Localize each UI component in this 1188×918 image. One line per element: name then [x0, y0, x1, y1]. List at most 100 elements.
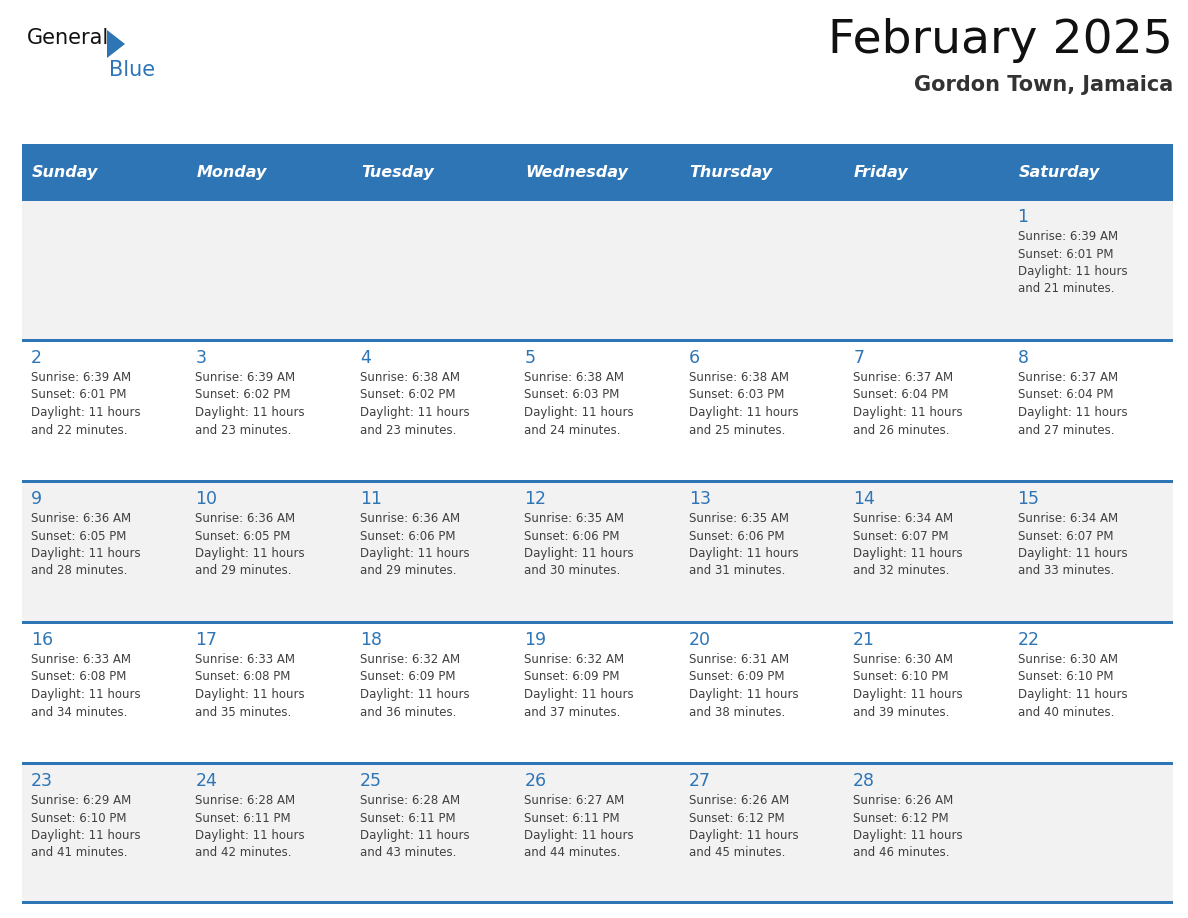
- Bar: [23, 148, 187, 198]
- Text: Sunrise: 6:37 AM: Sunrise: 6:37 AM: [1018, 371, 1118, 384]
- Text: Sunrise: 6:31 AM: Sunrise: 6:31 AM: [689, 653, 789, 666]
- Text: and 30 minutes.: and 30 minutes.: [524, 565, 620, 577]
- Text: and 27 minutes.: and 27 minutes.: [1018, 423, 1114, 436]
- Text: Sunset: 6:01 PM: Sunset: 6:01 PM: [1018, 248, 1113, 261]
- Text: 6: 6: [689, 349, 700, 367]
- Bar: [680, 148, 845, 198]
- Text: Daylight: 11 hours: Daylight: 11 hours: [524, 688, 634, 701]
- Text: Daylight: 11 hours: Daylight: 11 hours: [524, 547, 634, 560]
- Text: Daylight: 11 hours: Daylight: 11 hours: [1018, 688, 1127, 701]
- Text: Sunset: 6:03 PM: Sunset: 6:03 PM: [689, 388, 784, 401]
- Text: Daylight: 11 hours: Daylight: 11 hours: [360, 688, 469, 701]
- Text: Sunrise: 6:38 AM: Sunrise: 6:38 AM: [524, 371, 624, 384]
- Text: Monday: Monday: [196, 165, 267, 181]
- Text: Daylight: 11 hours: Daylight: 11 hours: [196, 406, 305, 419]
- Text: 26: 26: [524, 772, 546, 790]
- Text: Sunrise: 6:36 AM: Sunrise: 6:36 AM: [360, 512, 460, 525]
- Text: Sunset: 6:09 PM: Sunset: 6:09 PM: [689, 670, 784, 684]
- Text: Sunset: 6:11 PM: Sunset: 6:11 PM: [360, 812, 455, 824]
- Text: and 40 minutes.: and 40 minutes.: [1018, 706, 1114, 719]
- Text: 14: 14: [853, 490, 876, 508]
- Text: Sunset: 6:02 PM: Sunset: 6:02 PM: [360, 388, 455, 401]
- Text: Sunrise: 6:39 AM: Sunrise: 6:39 AM: [1018, 230, 1118, 243]
- Text: Sunrise: 6:33 AM: Sunrise: 6:33 AM: [31, 653, 131, 666]
- Text: and 46 minutes.: and 46 minutes.: [853, 846, 949, 859]
- Text: Sunset: 6:10 PM: Sunset: 6:10 PM: [1018, 670, 1113, 684]
- Text: Sunset: 6:06 PM: Sunset: 6:06 PM: [360, 530, 455, 543]
- Text: and 39 minutes.: and 39 minutes.: [853, 706, 949, 719]
- Text: Daylight: 11 hours: Daylight: 11 hours: [853, 688, 962, 701]
- Text: Sunset: 6:09 PM: Sunset: 6:09 PM: [360, 670, 455, 684]
- Text: 23: 23: [31, 772, 53, 790]
- Text: Sunset: 6:05 PM: Sunset: 6:05 PM: [31, 530, 126, 543]
- Text: 19: 19: [524, 631, 546, 649]
- Text: 16: 16: [31, 631, 53, 649]
- Text: Sunrise: 6:32 AM: Sunrise: 6:32 AM: [360, 653, 460, 666]
- Text: Daylight: 11 hours: Daylight: 11 hours: [689, 406, 798, 419]
- Text: 12: 12: [524, 490, 546, 508]
- Text: 4: 4: [360, 349, 371, 367]
- Text: Sunrise: 6:39 AM: Sunrise: 6:39 AM: [31, 371, 131, 384]
- Text: Sunday: Sunday: [32, 165, 99, 181]
- Text: Sunset: 6:12 PM: Sunset: 6:12 PM: [853, 812, 949, 824]
- Text: Wednesday: Wednesday: [525, 165, 628, 181]
- Text: Sunset: 6:02 PM: Sunset: 6:02 PM: [196, 388, 291, 401]
- Text: Sunset: 6:03 PM: Sunset: 6:03 PM: [524, 388, 620, 401]
- Text: 22: 22: [1018, 631, 1040, 649]
- Text: General: General: [27, 28, 109, 48]
- Text: and 25 minutes.: and 25 minutes.: [689, 423, 785, 436]
- Bar: [187, 148, 350, 198]
- Bar: [23, 198, 1173, 200]
- Text: and 38 minutes.: and 38 minutes.: [689, 706, 785, 719]
- Text: Sunset: 6:06 PM: Sunset: 6:06 PM: [524, 530, 620, 543]
- Text: Sunrise: 6:36 AM: Sunrise: 6:36 AM: [31, 512, 131, 525]
- Text: Daylight: 11 hours: Daylight: 11 hours: [360, 829, 469, 842]
- Text: and 28 minutes.: and 28 minutes.: [31, 565, 127, 577]
- Text: Friday: Friday: [854, 165, 909, 181]
- Text: Daylight: 11 hours: Daylight: 11 hours: [196, 829, 305, 842]
- Bar: [1009, 148, 1173, 198]
- Text: and 22 minutes.: and 22 minutes.: [31, 423, 127, 436]
- Text: Daylight: 11 hours: Daylight: 11 hours: [1018, 547, 1127, 560]
- Text: Daylight: 11 hours: Daylight: 11 hours: [360, 547, 469, 560]
- Text: Sunset: 6:11 PM: Sunset: 6:11 PM: [196, 812, 291, 824]
- Bar: [23, 762, 1173, 903]
- Text: 13: 13: [689, 490, 710, 508]
- Text: and 29 minutes.: and 29 minutes.: [196, 565, 292, 577]
- Text: Daylight: 11 hours: Daylight: 11 hours: [31, 547, 140, 560]
- Text: Daylight: 11 hours: Daylight: 11 hours: [360, 406, 469, 419]
- Text: Daylight: 11 hours: Daylight: 11 hours: [1018, 265, 1127, 278]
- Text: and 36 minutes.: and 36 minutes.: [360, 706, 456, 719]
- Text: Sunset: 6:12 PM: Sunset: 6:12 PM: [689, 812, 784, 824]
- Text: Sunset: 6:07 PM: Sunset: 6:07 PM: [853, 530, 949, 543]
- Text: and 21 minutes.: and 21 minutes.: [1018, 283, 1114, 296]
- Text: Sunset: 6:08 PM: Sunset: 6:08 PM: [31, 670, 126, 684]
- Bar: [23, 901, 1173, 903]
- Text: Sunset: 6:06 PM: Sunset: 6:06 PM: [689, 530, 784, 543]
- Bar: [23, 144, 1173, 148]
- Text: Daylight: 11 hours: Daylight: 11 hours: [689, 547, 798, 560]
- Text: Sunrise: 6:39 AM: Sunrise: 6:39 AM: [196, 371, 296, 384]
- Text: 20: 20: [689, 631, 710, 649]
- Text: Sunrise: 6:35 AM: Sunrise: 6:35 AM: [689, 512, 789, 525]
- Text: and 35 minutes.: and 35 minutes.: [196, 706, 292, 719]
- Text: and 43 minutes.: and 43 minutes.: [360, 846, 456, 859]
- Bar: [23, 762, 1173, 765]
- Text: and 33 minutes.: and 33 minutes.: [1018, 565, 1114, 577]
- Text: 11: 11: [360, 490, 381, 508]
- Text: 5: 5: [524, 349, 536, 367]
- Text: Daylight: 11 hours: Daylight: 11 hours: [31, 406, 140, 419]
- Text: 24: 24: [196, 772, 217, 790]
- Text: and 42 minutes.: and 42 minutes.: [196, 846, 292, 859]
- Text: 17: 17: [196, 631, 217, 649]
- Bar: [23, 621, 1173, 623]
- Bar: [23, 480, 1173, 621]
- Text: and 44 minutes.: and 44 minutes.: [524, 846, 621, 859]
- Text: 3: 3: [196, 349, 207, 367]
- Text: 1: 1: [1018, 208, 1029, 226]
- Text: Sunset: 6:04 PM: Sunset: 6:04 PM: [853, 388, 949, 401]
- Text: and 41 minutes.: and 41 minutes.: [31, 846, 127, 859]
- Bar: [23, 480, 1173, 483]
- Bar: [23, 198, 1173, 339]
- Text: Blue: Blue: [109, 60, 156, 80]
